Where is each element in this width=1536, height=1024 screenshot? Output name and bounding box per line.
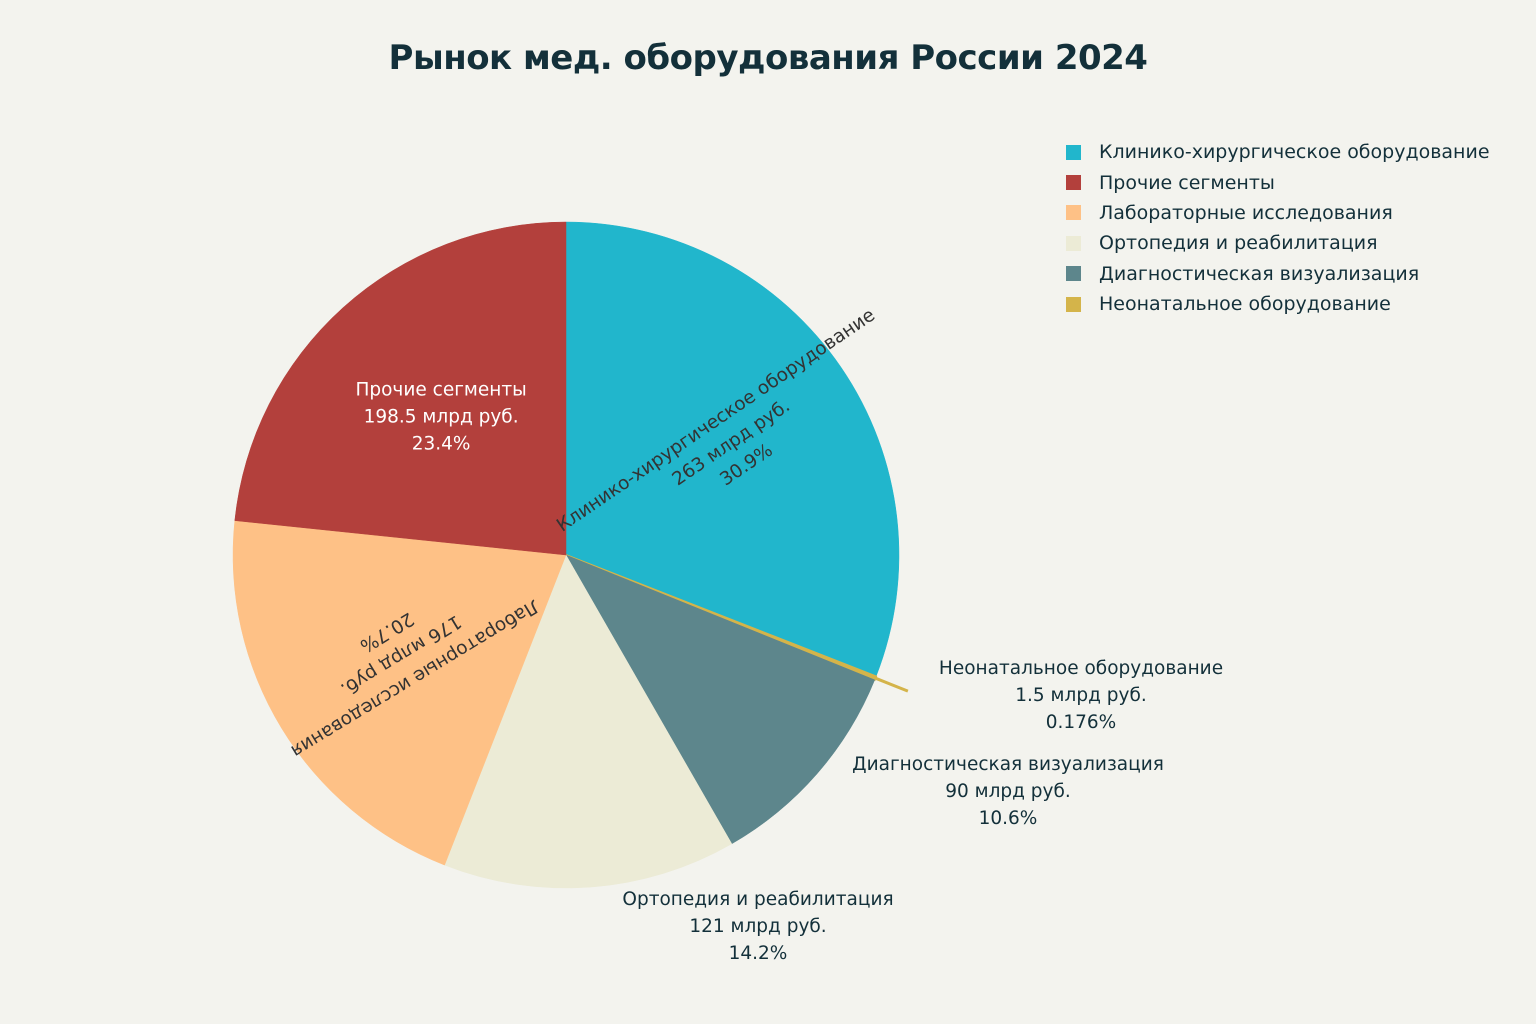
- legend-item-неонатальное-оборудование[interactable]: Неонатальное оборудование: [1066, 289, 1490, 319]
- legend-label: Диагностическая визуализация: [1099, 262, 1420, 285]
- legend-label: Неонатальное оборудование: [1099, 293, 1391, 316]
- legend: Клинико-хирургическое оборудование Прочие…: [1066, 137, 1490, 319]
- legend-label: Ортопедия и реабилитация: [1099, 232, 1378, 255]
- pie-slice-лабораторные-исследования[interactable]: [232, 520, 567, 866]
- legend-label: Прочие сегменты: [1099, 171, 1275, 194]
- legend-item-лабораторные-исследования[interactable]: Лабораторные исследования: [1066, 198, 1490, 228]
- legend-item-ортопедия-и-реабилитация[interactable]: Ортопедия и реабилитация: [1066, 228, 1490, 258]
- leader-line-неонатальное-оборудование: [871, 675, 909, 693]
- legend-label: Лабораторные исследования: [1099, 201, 1393, 224]
- pie-slice-ортопедия-и-реабилитация[interactable]: [444, 554, 733, 889]
- legend-swatch: [1066, 144, 1081, 160]
- pie-slices: [232, 221, 909, 889]
- pie-slice-прочие-сегменты[interactable]: [234, 221, 567, 556]
- pie-slice-диагностическая-визуализация[interactable]: [565, 554, 876, 845]
- legend-swatch: [1066, 175, 1081, 191]
- legend-swatch: [1066, 235, 1081, 251]
- legend-swatch: [1066, 205, 1081, 221]
- slice-label-ортопедия-и-реабилитация: Ортопедия и реабилитация 121 млрд руб. 14.…: [622, 889, 893, 964]
- legend-swatch: [1066, 266, 1081, 282]
- slice-label-прочие-сегменты: Прочие сегменты 198.5 млрд руб. 23.4%: [355, 380, 526, 455]
- legend-swatch: [1066, 296, 1081, 312]
- legend-label: Клинико-хирургическое оборудование: [1099, 141, 1490, 164]
- legend-item-клинико-хирургическое-оборудование[interactable]: Клинико-хирургическое оборудование: [1066, 137, 1490, 167]
- slice-label-диагностическая-визуализация: Диагностическая визуализация 90 млрд руб.…: [852, 754, 1164, 829]
- chart-title: Рынок мед. оборудования России 2024: [388, 38, 1148, 78]
- legend-item-прочие-сегменты[interactable]: Прочие сегменты: [1066, 167, 1490, 197]
- pie-slice-клинико-хирургическое-оборудование[interactable]: [565, 221, 900, 677]
- slice-label-неонатальное-оборудование: Неонатальное оборудование 1.5 млрд руб. 0.…: [939, 658, 1223, 733]
- legend-item-диагностическая-визуализация[interactable]: Диагностическая визуализация: [1066, 259, 1490, 289]
